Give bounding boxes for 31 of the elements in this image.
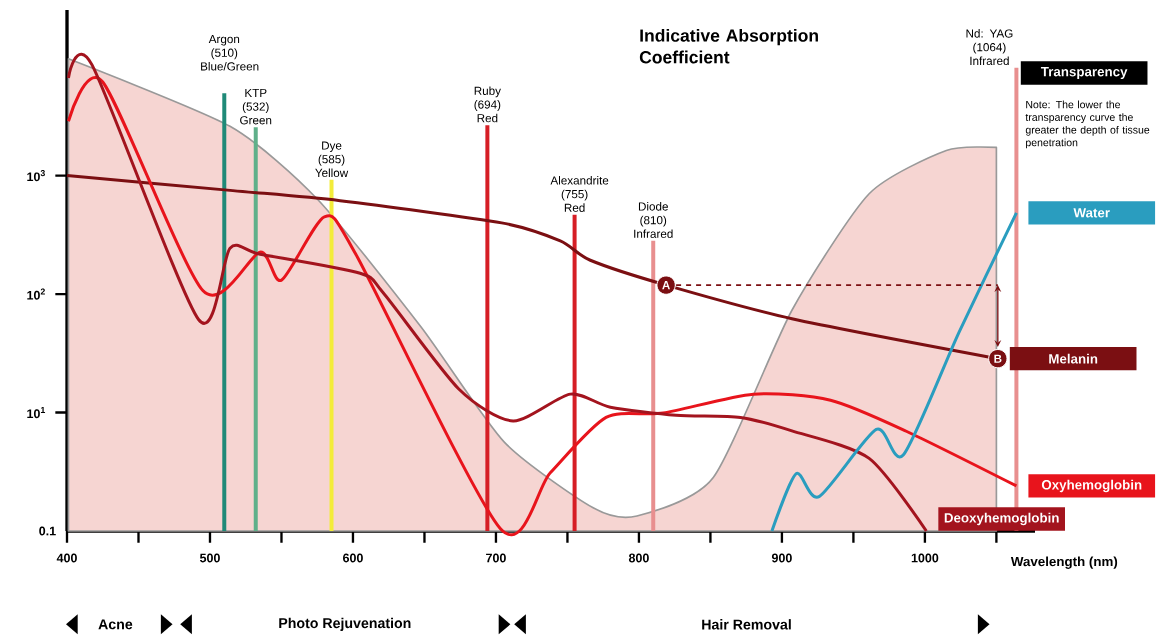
text: Indicative Absorption Coefficient (639, 28, 818, 64)
x-axis-title: Wavelength (nm) (1010, 556, 1118, 569)
text: Acne (98, 619, 133, 630)
x-tick-label: 600 (343, 553, 363, 563)
text: Melanin (1049, 353, 1098, 364)
ref-line-label: Diode (810) Infrared (634, 202, 673, 238)
annotation: B (994, 354, 1002, 363)
x-tick-label: 500 (199, 553, 220, 563)
x-tick-label: 900 (771, 553, 792, 563)
text: Water (1073, 208, 1110, 218)
x-tick-label: 400 (56, 553, 77, 563)
x-tick-label: 800 (628, 553, 649, 563)
text: 0.1 (39, 526, 56, 536)
text: Photo Rejuvenation (279, 617, 411, 631)
ref-line-label: Dye (585) Yellow (315, 141, 349, 177)
ref-line-label: Argon (510) Blue/Green (201, 35, 259, 71)
series-label: Deoxyhemoglobin (944, 512, 1059, 526)
ref-line-label: Ruby (694) Red (474, 86, 501, 123)
y-tick-label: 10$^{1}$ (27, 406, 46, 419)
annotation: A (662, 281, 670, 290)
ref-line-label: KTP (532) Green (240, 88, 272, 125)
text: Hair Removal (702, 619, 791, 630)
x-tick-label: 700 (486, 553, 506, 563)
y-tick-label: 10$^{3}$ (27, 169, 45, 182)
ref-line-label: Alexandrite (755) Red (550, 176, 609, 212)
ref-line-label: Nd: YAG (1064) Infrared (966, 29, 1013, 65)
series-label: Oxyhemoglobin (1041, 479, 1142, 493)
annotation: Note: The lower the transparency curve the greater the depth of tissue penetration (1025, 100, 1150, 149)
text: Transparency (1040, 67, 1128, 80)
x-tick-label: 1000 (911, 553, 939, 563)
y-tick-label: 10$^{2}$ (27, 288, 45, 300)
